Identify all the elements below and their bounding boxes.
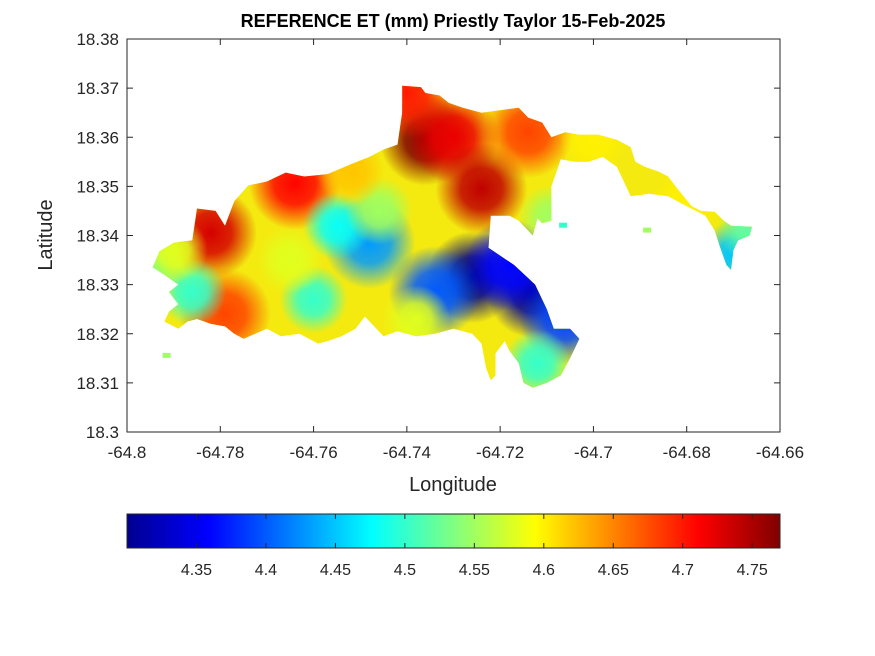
colorbar-tick-label: 4.75 [737, 562, 768, 579]
x-tick-label: -64.68 [663, 443, 711, 462]
colorbar-tick-label: 4.7 [672, 562, 694, 579]
y-tick-label: 18.37 [76, 79, 119, 98]
x-tick-label: -64.8 [108, 443, 147, 462]
y-tick-label: 18.35 [76, 177, 119, 196]
colorbar-tick-label: 4.65 [598, 562, 629, 579]
y-axis-ticks: 18.3 18.31 18.32 18.33 18.34 18.35 18.36 18.37 1… [76, 30, 780, 442]
x-axis-ticks: -64.8 -64.78 -64.76 -64.74 -64.72 -64.7 -64.68… [108, 39, 804, 462]
colorbar-tick-label: 4.45 [320, 562, 351, 579]
x-tick-label: -64.76 [289, 443, 337, 462]
x-tick-label: -64.78 [196, 443, 244, 462]
x-axis-label: Longitude [409, 474, 497, 496]
x-tick-label: -64.66 [756, 443, 804, 462]
heat-cell [256, 226, 325, 295]
chart-title: REFERENCE ET (mm) Priestly Taylor 15-Feb… [241, 11, 666, 31]
colorbar-tick-label: 4.6 [533, 562, 555, 579]
y-tick-label: 18.36 [76, 128, 119, 147]
x-tick-label: -64.74 [383, 443, 431, 462]
colorbar-tick-label: 4.4 [255, 562, 277, 579]
y-tick-label: 18.34 [76, 227, 119, 246]
y-tick-label: 18.32 [76, 325, 119, 344]
y-axis-label: Latitude [35, 199, 57, 270]
colorbar-tick-label: 4.55 [459, 562, 490, 579]
islet [162, 352, 171, 358]
y-tick-label: 18.33 [76, 276, 119, 295]
islet [559, 222, 568, 228]
x-tick-label: -64.7 [574, 443, 613, 462]
x-tick-label: -64.72 [476, 443, 524, 462]
colorbar-ticks: 4.35 4.4 4.45 4.5 4.55 4.6 4.65 4.7 4.75 [181, 514, 768, 579]
y-tick-label: 18.38 [76, 30, 119, 49]
y-tick-label: 18.3 [86, 423, 119, 442]
islet [643, 227, 652, 233]
colorbar-tick-label: 4.35 [181, 562, 212, 579]
colorbar-tick-label: 4.5 [394, 562, 416, 579]
y-tick-label: 18.31 [76, 374, 119, 393]
colorbar: 4.35 4.4 4.45 4.5 4.55 4.6 4.65 4.7 4.75 [126, 513, 781, 579]
colorbar-gradient [126, 513, 781, 549]
